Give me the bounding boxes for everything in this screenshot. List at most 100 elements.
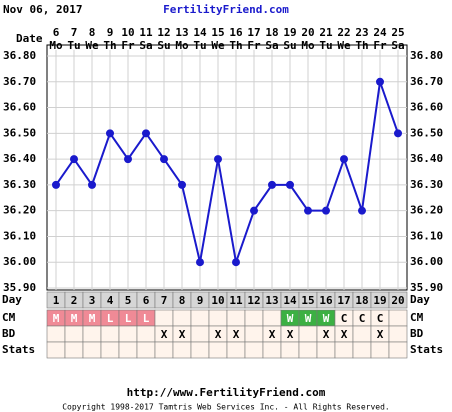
day-cell: 15 bbox=[301, 294, 314, 307]
cell bbox=[352, 341, 372, 359]
bd-cell: X bbox=[341, 328, 348, 341]
day-cell: 5 bbox=[125, 294, 132, 307]
cell bbox=[388, 309, 408, 327]
y-tick-label: 35.90 bbox=[410, 281, 443, 294]
temp-point bbox=[286, 180, 294, 189]
x-tick-label: 8 bbox=[89, 26, 96, 39]
cell bbox=[64, 341, 84, 359]
cm-cell: L bbox=[125, 312, 132, 325]
day-cell: 6 bbox=[143, 294, 150, 307]
bd-cell: X bbox=[179, 328, 186, 341]
temp-point bbox=[142, 129, 150, 138]
temp-point bbox=[232, 258, 240, 267]
day-cell: 20 bbox=[391, 294, 404, 307]
cell bbox=[190, 341, 210, 359]
weekday-label: Mo bbox=[49, 39, 63, 52]
temp-point bbox=[304, 206, 312, 215]
chart-title[interactable]: FertilityFriend.com bbox=[163, 3, 289, 16]
cell bbox=[136, 341, 156, 359]
temp-point bbox=[340, 155, 348, 164]
cell bbox=[46, 341, 66, 359]
y-tick-label: 36.00 bbox=[410, 255, 443, 268]
cm-cell: M bbox=[71, 312, 78, 325]
bd-cell: X bbox=[323, 328, 330, 341]
cell bbox=[262, 341, 282, 359]
weekday-label: Sa bbox=[139, 39, 152, 52]
x-tick-label: 25 bbox=[391, 26, 404, 39]
day-cell: 12 bbox=[247, 294, 260, 307]
y-tick-label: 36.60 bbox=[410, 101, 443, 114]
cell bbox=[244, 341, 264, 359]
temp-point bbox=[394, 129, 402, 138]
y-tick-label: 36.50 bbox=[410, 126, 443, 139]
weekday-label: Tu bbox=[67, 39, 80, 52]
cell bbox=[280, 341, 300, 359]
cm-cell: C bbox=[359, 312, 366, 325]
y-tick-label: 36.40 bbox=[410, 152, 443, 165]
cell bbox=[172, 309, 192, 327]
cell bbox=[334, 341, 354, 359]
x-tick-label: 10 bbox=[121, 26, 134, 39]
y-tick-label: 36.40 bbox=[3, 152, 36, 165]
temp-point bbox=[250, 206, 258, 215]
day-cell: 9 bbox=[197, 294, 204, 307]
weekday-label: Th bbox=[355, 39, 368, 52]
cm-cell: W bbox=[287, 312, 294, 325]
x-tick-label: 7 bbox=[71, 26, 78, 39]
cell bbox=[172, 341, 192, 359]
y-tick-label: 36.70 bbox=[3, 75, 36, 88]
day-cell: 1 bbox=[53, 294, 60, 307]
day-cell: 19 bbox=[373, 294, 386, 307]
weekday-label: Tu bbox=[193, 39, 206, 52]
cell bbox=[244, 309, 264, 327]
y-tick-label: 36.80 bbox=[410, 49, 443, 62]
cell bbox=[190, 309, 210, 327]
row-label: CM bbox=[410, 311, 424, 324]
cm-cell: M bbox=[89, 312, 96, 325]
x-tick-label: 15 bbox=[211, 26, 224, 39]
y-tick-label: 36.70 bbox=[410, 75, 443, 88]
cell bbox=[298, 341, 318, 359]
weekday-label: Mo bbox=[175, 39, 189, 52]
row-label: Stats bbox=[410, 343, 443, 356]
weekday-label: Tu bbox=[319, 39, 332, 52]
cell bbox=[154, 341, 174, 359]
day-cell: 18 bbox=[355, 294, 368, 307]
row-label: CM bbox=[2, 311, 16, 324]
day-cell: 11 bbox=[229, 294, 243, 307]
weekday-label: Fr bbox=[247, 39, 261, 52]
cm-cell: W bbox=[305, 312, 312, 325]
row-label: Stats bbox=[2, 343, 35, 356]
day-cell: 7 bbox=[161, 294, 168, 307]
cm-cell: L bbox=[143, 312, 150, 325]
day-cell: 8 bbox=[179, 294, 186, 307]
cell bbox=[100, 341, 120, 359]
cell bbox=[388, 291, 408, 309]
x-tick-label: 17 bbox=[247, 26, 260, 39]
x-tick-label: 23 bbox=[355, 26, 368, 39]
footer-url[interactable]: http://www.FertilityFriend.com bbox=[127, 386, 326, 399]
temp-point bbox=[376, 77, 384, 86]
weekday-label: We bbox=[85, 39, 99, 52]
cm-cell: M bbox=[53, 312, 60, 325]
cell bbox=[118, 325, 138, 343]
weekday-label: Fr bbox=[121, 39, 135, 52]
cm-cell: W bbox=[323, 312, 330, 325]
day-cell: 14 bbox=[283, 294, 297, 307]
bd-cell: X bbox=[287, 328, 294, 341]
temp-point bbox=[178, 180, 186, 189]
cm-cell: L bbox=[107, 312, 114, 325]
temp-point bbox=[322, 206, 330, 215]
day-cell: 10 bbox=[211, 294, 224, 307]
temp-point bbox=[106, 129, 114, 138]
x-tick-label: 18 bbox=[265, 26, 278, 39]
weekday-label: Sa bbox=[391, 39, 404, 52]
cell bbox=[244, 325, 264, 343]
cell bbox=[136, 325, 156, 343]
day-cell: 17 bbox=[337, 294, 350, 307]
cell bbox=[370, 341, 390, 359]
cell bbox=[82, 325, 102, 343]
x-tick-label: 16 bbox=[229, 26, 243, 39]
weekday-label: We bbox=[337, 39, 351, 52]
